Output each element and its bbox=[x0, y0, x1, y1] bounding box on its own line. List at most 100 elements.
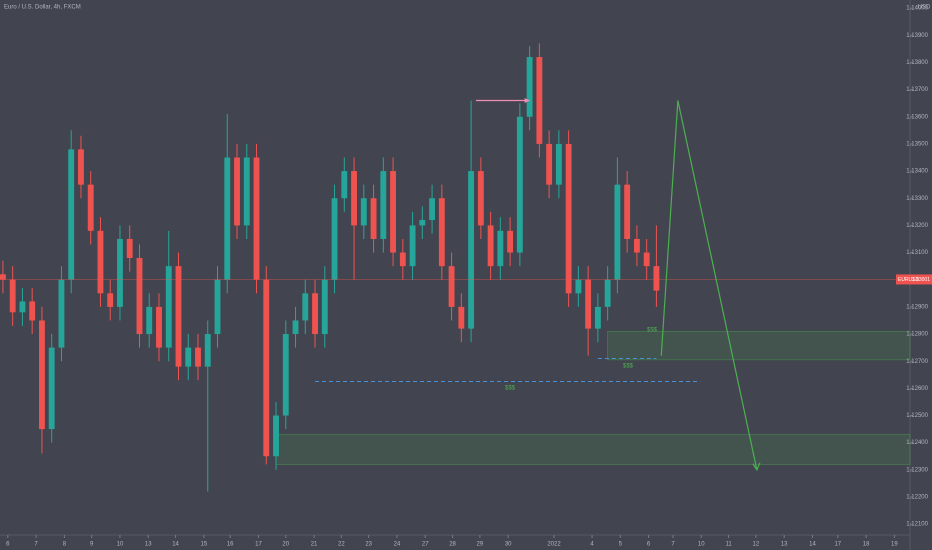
currency-label: USD bbox=[918, 5, 931, 11]
candle-body bbox=[195, 347, 201, 367]
candle-body bbox=[165, 266, 172, 348]
x-tick-label: 12 bbox=[753, 542, 760, 548]
projection-head bbox=[752, 462, 761, 472]
candle-body bbox=[614, 184, 621, 280]
candle-body bbox=[370, 198, 377, 239]
candle-body bbox=[341, 171, 348, 199]
x-tick-label: 13 bbox=[145, 542, 152, 548]
y-tick-label: 1.12200 bbox=[906, 495, 928, 501]
y-tick-label: 1.13700 bbox=[906, 87, 928, 93]
arrow-head bbox=[524, 97, 530, 103]
y-tick-label: 1.12700 bbox=[906, 359, 928, 365]
y-tick-label: 1.12100 bbox=[906, 522, 928, 528]
x-tick-label: 7 bbox=[671, 542, 675, 548]
x-tick-label: 13 bbox=[781, 542, 788, 548]
candle-body bbox=[214, 279, 221, 335]
chart-title: Euro / U.S. Dollar, 4h, FXCM bbox=[4, 5, 81, 11]
candle-body bbox=[458, 306, 465, 329]
candle-body bbox=[117, 238, 123, 307]
x-tick-label: 6 bbox=[647, 542, 651, 548]
symbol-label: EURUSD bbox=[898, 277, 920, 283]
candle-body bbox=[380, 171, 387, 239]
candle-body bbox=[468, 171, 475, 329]
candle-body bbox=[224, 157, 231, 280]
x-tick-label: 8 bbox=[63, 542, 67, 548]
x-tick-label: 27 bbox=[422, 542, 429, 548]
candle-body bbox=[643, 252, 650, 267]
candle-body bbox=[429, 198, 436, 220]
x-tick-label: 28 bbox=[449, 542, 456, 548]
x-tick-label: 4 bbox=[590, 542, 594, 548]
candle-body bbox=[594, 306, 601, 329]
candle-body bbox=[58, 279, 65, 348]
x-tick-label: 17 bbox=[834, 542, 841, 548]
candle-body bbox=[253, 157, 260, 280]
x-tick-label: 10 bbox=[698, 542, 705, 548]
x-tick-label: 15 bbox=[201, 542, 208, 548]
candle-body bbox=[292, 320, 299, 335]
x-tick-label: 24 bbox=[394, 542, 401, 548]
candle-body bbox=[156, 306, 162, 348]
y-tick-label: 1.13200 bbox=[906, 223, 928, 229]
candle-body bbox=[97, 230, 104, 294]
candle-body bbox=[555, 143, 562, 185]
candle-body bbox=[409, 225, 416, 267]
x-tick-label: 29 bbox=[477, 542, 484, 548]
y-tick-label: 1.13400 bbox=[906, 169, 928, 175]
zone bbox=[275, 434, 911, 465]
x-tick-label: 16 bbox=[227, 542, 234, 548]
candle-body bbox=[419, 219, 426, 226]
candle-body bbox=[546, 143, 553, 185]
y-tick-label: 1.13800 bbox=[906, 60, 928, 66]
candle-body bbox=[68, 149, 75, 280]
candle-body bbox=[243, 157, 250, 226]
x-tick-label: 17 bbox=[255, 542, 262, 548]
candle-body bbox=[312, 293, 318, 335]
y-tick-label: 1.13900 bbox=[906, 33, 928, 39]
candle-body bbox=[360, 198, 367, 226]
x-tick-label: 19 bbox=[891, 542, 898, 548]
candle-body bbox=[302, 293, 309, 321]
candle-body bbox=[390, 171, 396, 253]
projection-path bbox=[660, 100, 758, 470]
candle-body bbox=[185, 347, 192, 367]
y-tick-label: 1.13300 bbox=[906, 196, 928, 202]
last-price-tag bbox=[896, 274, 932, 285]
y-tick-label: 1.13500 bbox=[906, 142, 928, 148]
candle-body bbox=[87, 184, 94, 231]
candle-body bbox=[633, 238, 640, 253]
candle-body bbox=[331, 198, 338, 280]
candle-body bbox=[653, 266, 660, 291]
y-tick-label: 1.12400 bbox=[906, 440, 928, 446]
x-tick-label: 14 bbox=[172, 542, 179, 548]
candle-body bbox=[497, 230, 504, 267]
candle-body bbox=[234, 157, 240, 226]
x-tick-label: 11 bbox=[725, 542, 732, 548]
x-tick-label: 5 bbox=[619, 542, 623, 548]
candle-body bbox=[536, 57, 543, 144]
candle-body bbox=[19, 301, 26, 313]
x-tick-label: 6 bbox=[6, 542, 10, 548]
x-tick-label: 7 bbox=[34, 542, 38, 548]
y-tick-label: 1.14000 bbox=[906, 6, 928, 12]
candle-body bbox=[48, 347, 55, 430]
x-tick-label: 21 bbox=[311, 542, 318, 548]
y-tick-label: 1.13600 bbox=[906, 114, 928, 120]
annotation: $$$ bbox=[505, 386, 516, 392]
candle-body bbox=[487, 225, 494, 267]
candle-body bbox=[585, 279, 592, 329]
candle-body bbox=[126, 238, 133, 258]
x-tick-label: 9 bbox=[90, 542, 94, 548]
candle-body bbox=[351, 171, 357, 226]
y-tick-label: 1.13100 bbox=[906, 250, 928, 256]
candle-body bbox=[146, 306, 153, 335]
candle-body bbox=[507, 230, 514, 253]
x-tick-label: 18 bbox=[863, 542, 870, 548]
candle-body bbox=[29, 301, 36, 321]
annotation: $$$ bbox=[623, 364, 634, 370]
candle-body bbox=[399, 252, 406, 267]
candle-body bbox=[78, 149, 84, 185]
